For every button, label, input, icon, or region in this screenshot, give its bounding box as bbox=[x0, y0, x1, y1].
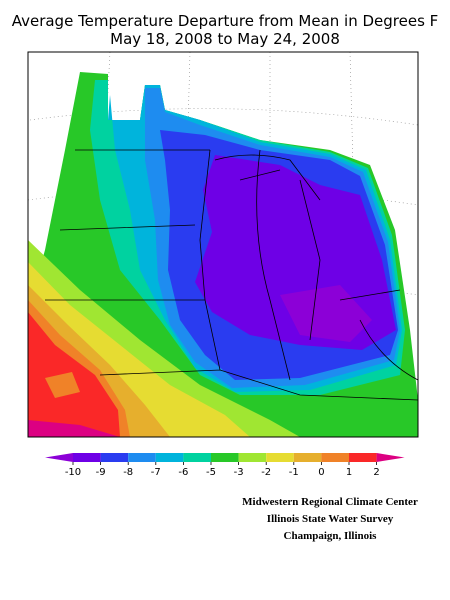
legend: -10 -9 -8 -7 -6 -5 -3 -2 -1 0 1 2 bbox=[45, 453, 405, 478]
map bbox=[27, 51, 419, 438]
legend-tick-label: -6 bbox=[178, 467, 188, 478]
region bbox=[28, 420, 120, 437]
legend-tick-label: 2 bbox=[373, 467, 379, 478]
legend-swatch bbox=[376, 453, 405, 462]
legend-tick-label: -10 bbox=[65, 467, 81, 478]
legend-swatch bbox=[45, 453, 73, 462]
legend-swatch bbox=[349, 453, 377, 462]
legend-swatch bbox=[155, 453, 184, 462]
legend-swatch bbox=[128, 453, 156, 462]
legend-swatch bbox=[211, 453, 239, 462]
legend-tick-label: -1 bbox=[289, 467, 299, 478]
legend-swatch bbox=[183, 453, 211, 462]
legend-tick-label: -3 bbox=[234, 467, 244, 478]
legend-tick-label: 1 bbox=[346, 467, 352, 478]
legend-swatch bbox=[100, 453, 129, 462]
legend-swatch bbox=[238, 453, 267, 462]
legend-swatch bbox=[266, 453, 294, 462]
legend-tick-label: -7 bbox=[151, 467, 161, 478]
region bbox=[280, 285, 372, 342]
credit: Illinois State Water Survey bbox=[267, 513, 394, 525]
title-line: May 18, 2008 to May 24, 2008 bbox=[110, 30, 340, 48]
region bbox=[45, 372, 80, 398]
title-line: Average Temperature Departure from Mean … bbox=[12, 12, 439, 30]
legend-swatch bbox=[73, 453, 101, 462]
credit: Champaign, Illinois bbox=[284, 530, 378, 542]
credit: Midwestern Regional Climate Center bbox=[242, 496, 418, 508]
region bbox=[28, 312, 120, 437]
legend-tick-label: -2 bbox=[261, 467, 271, 478]
legend-tick-label: 0 bbox=[318, 467, 324, 478]
legend-swatch bbox=[321, 453, 349, 462]
state-borders bbox=[45, 149, 419, 401]
legend-tick-label: -8 bbox=[123, 467, 133, 478]
legend-tick-label: -5 bbox=[206, 467, 216, 478]
legend-swatch bbox=[293, 453, 322, 462]
legend-tick-label: -9 bbox=[96, 467, 106, 478]
map-frame-border bbox=[27, 51, 419, 438]
